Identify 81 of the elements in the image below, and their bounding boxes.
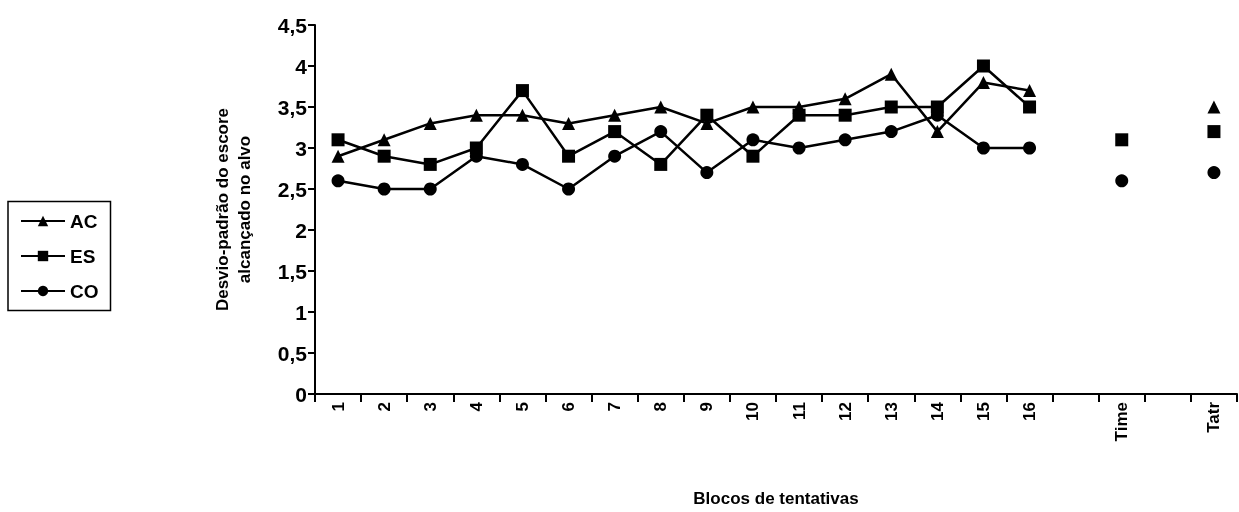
point xyxy=(654,125,668,139)
point xyxy=(1023,84,1037,98)
x-tick-label: 3 xyxy=(420,402,440,412)
point xyxy=(1115,133,1129,147)
x-tick-label: 7 xyxy=(605,402,625,412)
point xyxy=(700,166,714,180)
legend-label: AC xyxy=(70,210,98,232)
x-tick-label: 12 xyxy=(835,402,855,421)
point xyxy=(792,100,806,114)
point xyxy=(884,125,898,139)
point xyxy=(930,125,944,139)
legend-label: ES xyxy=(70,245,96,267)
point xyxy=(331,133,345,147)
point xyxy=(377,149,391,163)
point xyxy=(423,116,437,130)
y-tick-label: 1,5 xyxy=(277,259,308,283)
point xyxy=(976,59,990,73)
point xyxy=(377,133,391,147)
point xyxy=(423,182,437,196)
point xyxy=(608,149,622,163)
point xyxy=(746,133,760,147)
y-tick-label: 3,5 xyxy=(277,95,308,119)
point xyxy=(515,157,529,171)
x-tick-label: 9 xyxy=(697,402,717,412)
point xyxy=(423,157,437,171)
point xyxy=(976,75,990,89)
point xyxy=(1023,141,1037,155)
point xyxy=(884,100,898,114)
point xyxy=(838,133,852,147)
x-tick-label: Tatr xyxy=(1204,401,1224,433)
point xyxy=(515,108,529,122)
point xyxy=(746,100,760,114)
point xyxy=(562,182,576,196)
point xyxy=(608,108,622,122)
point xyxy=(1207,100,1221,114)
y-axis-title: Desvio-padrão do escore alcançado no alvo xyxy=(212,107,254,312)
point xyxy=(884,67,898,81)
y-tick-label: 0,5 xyxy=(277,341,308,365)
point xyxy=(976,141,990,155)
point xyxy=(1115,174,1129,188)
point xyxy=(1207,125,1221,139)
legend-label: CO xyxy=(70,280,99,302)
point xyxy=(469,141,483,155)
point xyxy=(331,149,345,163)
y-tick-label: 4,5 xyxy=(277,13,308,37)
y-tick-label: 2,5 xyxy=(277,177,308,201)
y-tick-label: 3 xyxy=(295,136,307,160)
point xyxy=(562,116,576,130)
y-tick-label: 4 xyxy=(295,54,308,78)
point xyxy=(838,108,852,122)
x-tick-label: 13 xyxy=(881,402,901,421)
y-tick-label: 0 xyxy=(295,382,307,406)
point xyxy=(654,157,668,171)
point xyxy=(469,108,483,122)
point xyxy=(1207,166,1221,180)
x-tick-label: 14 xyxy=(927,401,947,421)
x-tick-label: 6 xyxy=(559,402,579,412)
x-tick-label: 1 xyxy=(328,402,348,412)
point xyxy=(515,84,529,98)
x-tick-label: 8 xyxy=(651,402,671,412)
x-tick-label: 10 xyxy=(743,402,763,421)
y-tick-label: 1 xyxy=(295,300,308,324)
point xyxy=(792,141,806,155)
x-tick-label: Time xyxy=(1112,402,1132,442)
x-tick-label: 11 xyxy=(789,402,809,420)
point xyxy=(331,174,345,188)
point xyxy=(1023,100,1037,114)
x-tick-label: 16 xyxy=(1020,402,1040,421)
point xyxy=(608,125,622,139)
y-tick-label: 2 xyxy=(295,218,307,242)
x-tick-label: 2 xyxy=(374,402,394,412)
point xyxy=(838,92,852,106)
point xyxy=(746,149,760,163)
x-tick-label: 15 xyxy=(973,402,993,421)
x-axis-title: Blocos de tentativas xyxy=(693,489,859,508)
point xyxy=(654,100,668,114)
x-tick-label: 5 xyxy=(512,402,532,412)
point xyxy=(377,182,391,196)
x-tick-label: 4 xyxy=(466,401,486,412)
point xyxy=(930,100,944,114)
point xyxy=(562,149,576,163)
